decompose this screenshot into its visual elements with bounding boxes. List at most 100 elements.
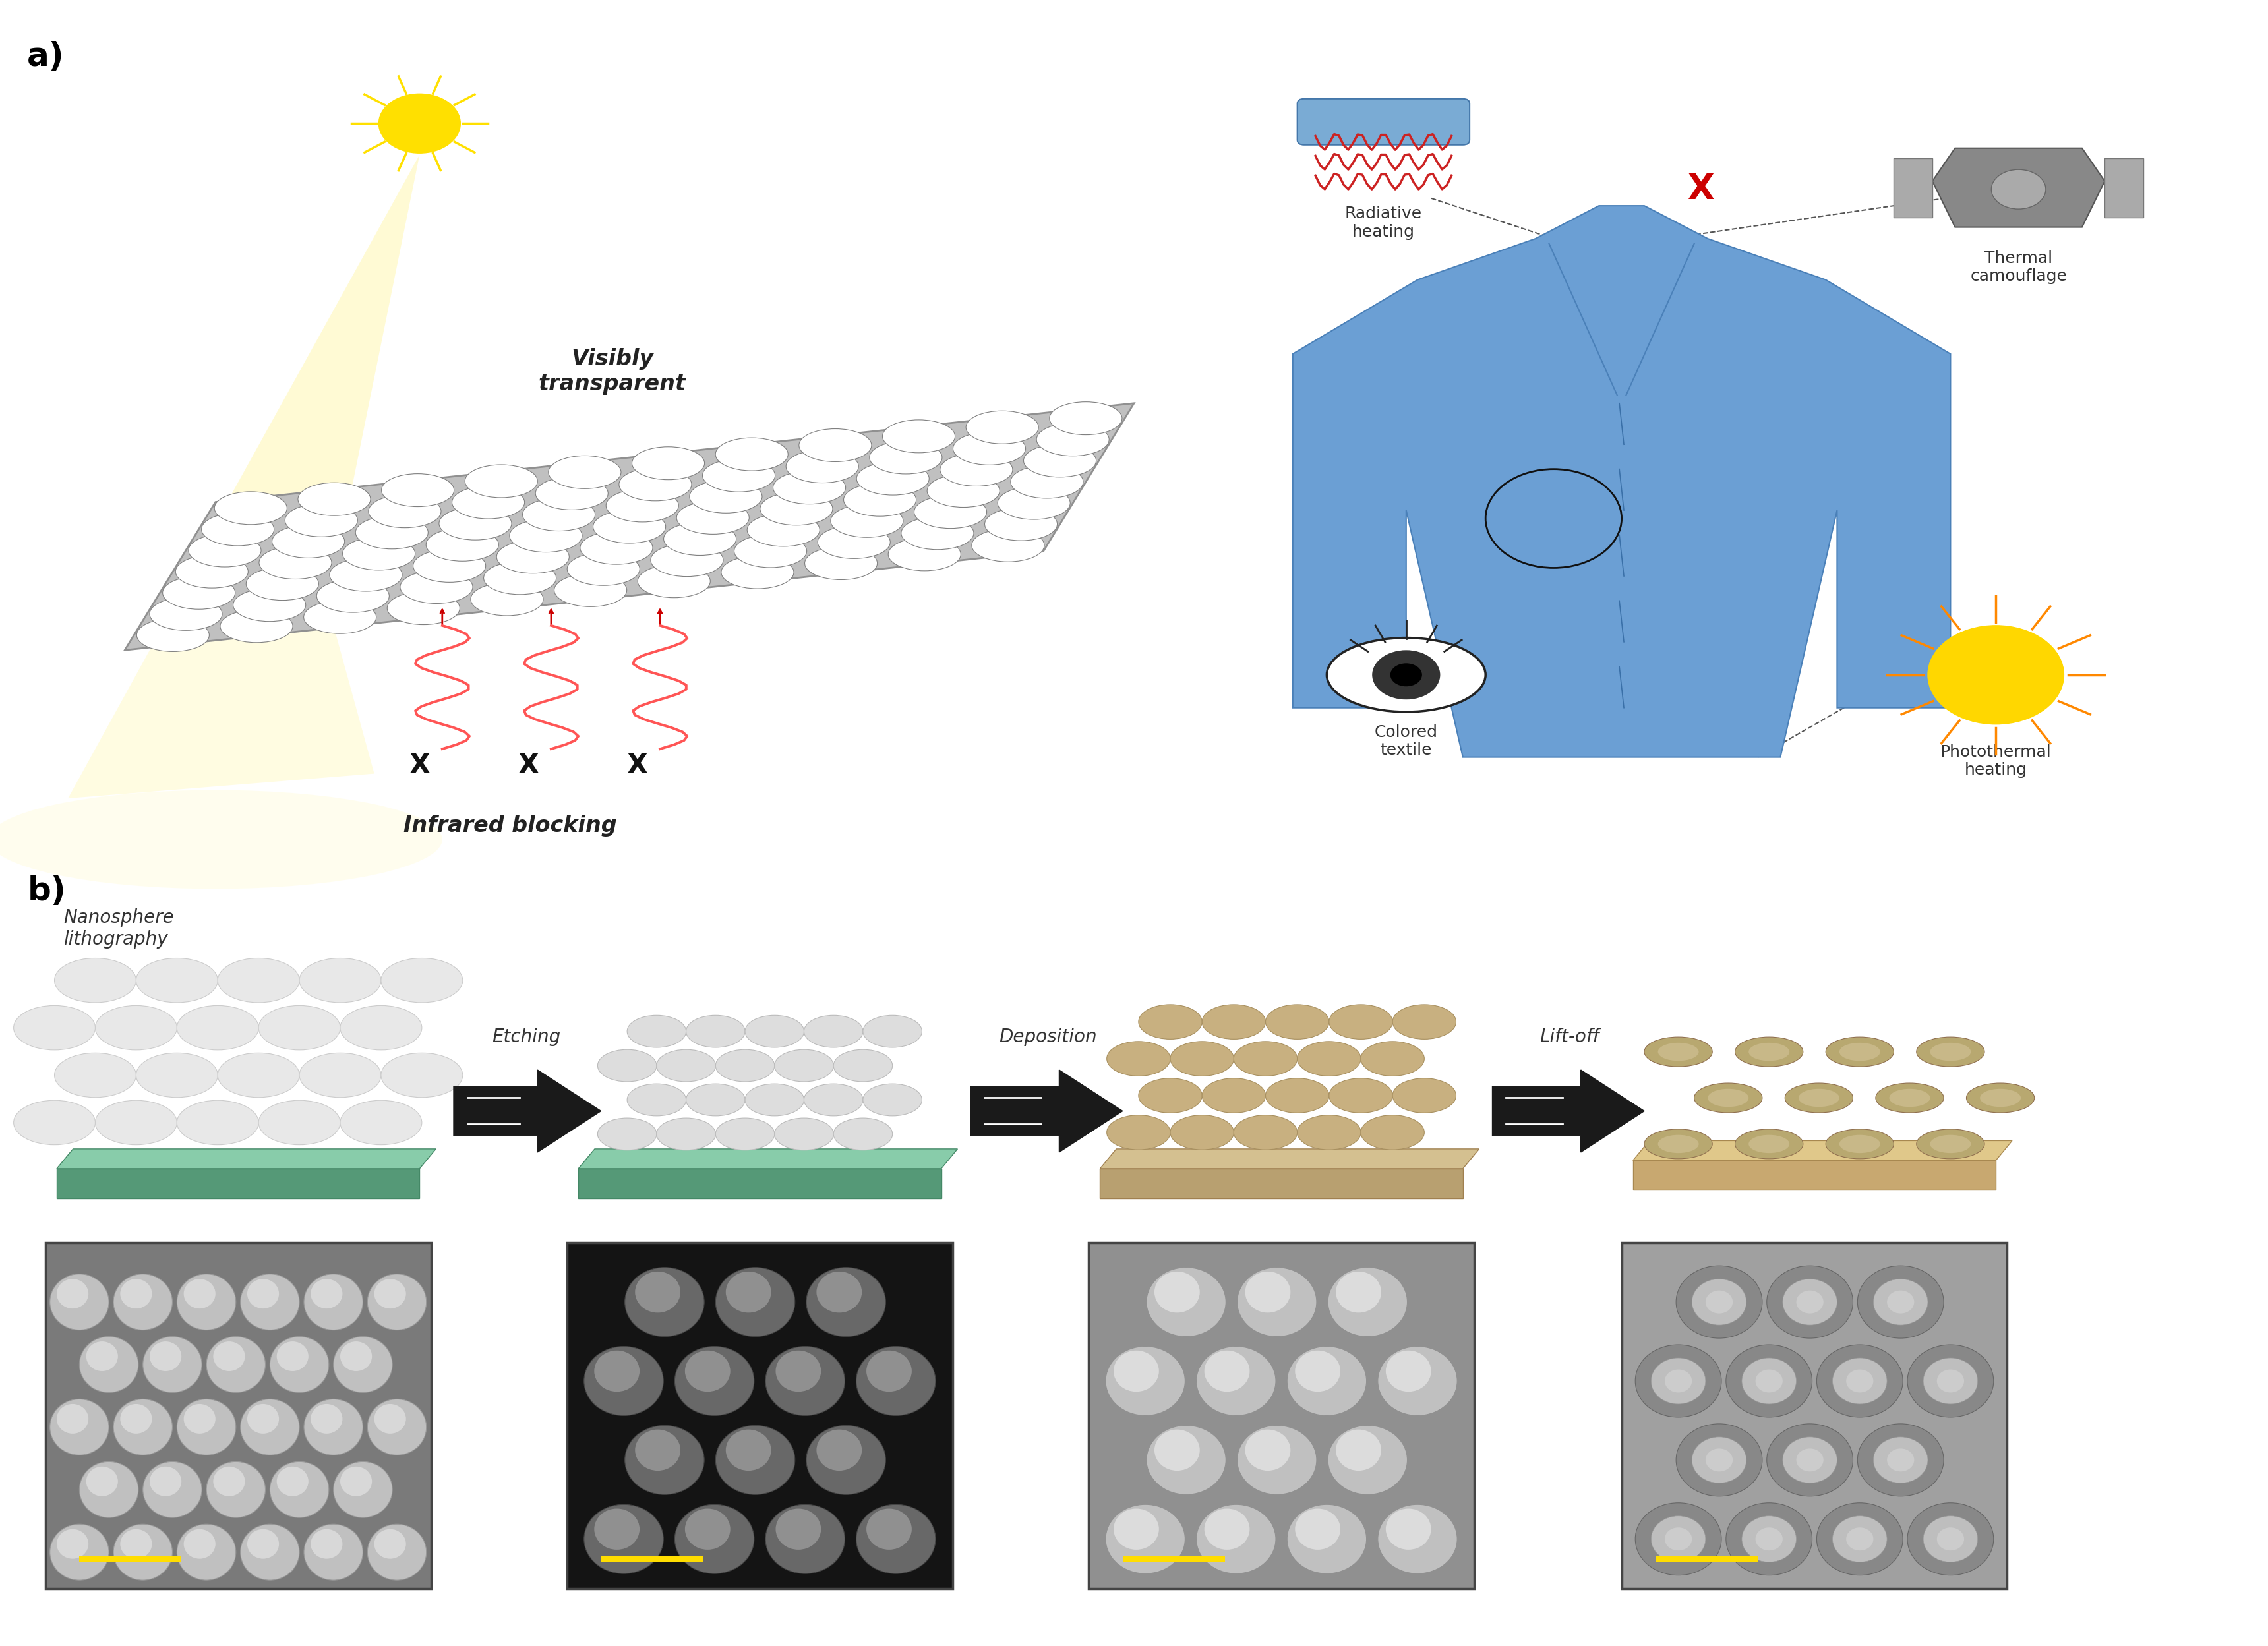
Ellipse shape bbox=[744, 1083, 803, 1116]
Text: X: X bbox=[408, 752, 431, 779]
Ellipse shape bbox=[594, 1350, 640, 1391]
Ellipse shape bbox=[807, 1425, 887, 1495]
Polygon shape bbox=[578, 1169, 941, 1198]
Ellipse shape bbox=[685, 1508, 730, 1551]
Ellipse shape bbox=[717, 1425, 794, 1495]
Ellipse shape bbox=[1377, 1504, 1456, 1574]
Ellipse shape bbox=[1644, 1129, 1712, 1159]
Text: Nanosphere
lithography: Nanosphere lithography bbox=[64, 909, 175, 948]
Ellipse shape bbox=[1767, 1266, 1853, 1338]
Ellipse shape bbox=[703, 459, 776, 492]
Ellipse shape bbox=[855, 1346, 934, 1416]
Ellipse shape bbox=[1336, 1429, 1381, 1472]
Ellipse shape bbox=[57, 1279, 88, 1309]
Ellipse shape bbox=[717, 1267, 794, 1337]
Ellipse shape bbox=[206, 1462, 265, 1518]
Ellipse shape bbox=[206, 1337, 265, 1393]
Ellipse shape bbox=[760, 492, 832, 525]
Ellipse shape bbox=[1826, 1129, 1894, 1159]
Text: Lift-off: Lift-off bbox=[1540, 1027, 1599, 1047]
Ellipse shape bbox=[626, 1083, 687, 1116]
Ellipse shape bbox=[311, 1279, 342, 1309]
Text: Radiative
heating: Radiative heating bbox=[1345, 206, 1422, 240]
Ellipse shape bbox=[1692, 1437, 1746, 1483]
Ellipse shape bbox=[658, 1050, 717, 1081]
Ellipse shape bbox=[50, 1274, 109, 1330]
Ellipse shape bbox=[79, 1462, 138, 1518]
Ellipse shape bbox=[277, 1467, 308, 1496]
Ellipse shape bbox=[14, 1100, 95, 1146]
Ellipse shape bbox=[510, 518, 583, 551]
Ellipse shape bbox=[773, 1050, 835, 1081]
Polygon shape bbox=[1932, 148, 2105, 227]
Ellipse shape bbox=[816, 1271, 862, 1314]
Ellipse shape bbox=[451, 486, 524, 518]
Text: Thermal
camouflage: Thermal camouflage bbox=[1971, 250, 2066, 285]
Ellipse shape bbox=[136, 958, 218, 1002]
Ellipse shape bbox=[247, 1404, 279, 1434]
Ellipse shape bbox=[866, 1350, 912, 1391]
Ellipse shape bbox=[177, 1100, 259, 1146]
Ellipse shape bbox=[626, 1425, 705, 1495]
Ellipse shape bbox=[1336, 1271, 1381, 1314]
Ellipse shape bbox=[381, 958, 463, 1002]
Ellipse shape bbox=[340, 1467, 372, 1496]
Ellipse shape bbox=[299, 958, 381, 1002]
Ellipse shape bbox=[1833, 1358, 1887, 1404]
Ellipse shape bbox=[1286, 1504, 1365, 1574]
Ellipse shape bbox=[1846, 1527, 1873, 1551]
Ellipse shape bbox=[633, 446, 705, 479]
Ellipse shape bbox=[113, 1524, 172, 1580]
Text: Deposition: Deposition bbox=[998, 1027, 1098, 1047]
FancyBboxPatch shape bbox=[1622, 1243, 2007, 1588]
Ellipse shape bbox=[1361, 1116, 1424, 1151]
Ellipse shape bbox=[304, 1399, 363, 1455]
Ellipse shape bbox=[297, 482, 370, 515]
Ellipse shape bbox=[54, 958, 136, 1002]
Ellipse shape bbox=[177, 1006, 259, 1050]
Ellipse shape bbox=[637, 565, 710, 597]
Polygon shape bbox=[1894, 158, 1932, 217]
Circle shape bbox=[1991, 170, 2046, 209]
Ellipse shape bbox=[184, 1529, 215, 1559]
Ellipse shape bbox=[1386, 1508, 1431, 1551]
Ellipse shape bbox=[311, 1404, 342, 1434]
Ellipse shape bbox=[1799, 1090, 1839, 1106]
Ellipse shape bbox=[1107, 1116, 1170, 1151]
Ellipse shape bbox=[367, 1274, 426, 1330]
Ellipse shape bbox=[374, 1529, 406, 1559]
Ellipse shape bbox=[50, 1399, 109, 1455]
Ellipse shape bbox=[746, 514, 819, 546]
Ellipse shape bbox=[95, 1006, 177, 1050]
Ellipse shape bbox=[717, 1050, 776, 1081]
Ellipse shape bbox=[1236, 1425, 1315, 1495]
Ellipse shape bbox=[399, 571, 472, 604]
Polygon shape bbox=[1633, 1160, 1996, 1190]
Ellipse shape bbox=[721, 556, 794, 589]
Polygon shape bbox=[2105, 158, 2143, 217]
Ellipse shape bbox=[1839, 1136, 1880, 1152]
Ellipse shape bbox=[1236, 1267, 1315, 1337]
Ellipse shape bbox=[340, 1100, 422, 1146]
Ellipse shape bbox=[767, 1346, 844, 1416]
Ellipse shape bbox=[472, 583, 544, 616]
Ellipse shape bbox=[606, 489, 678, 522]
Ellipse shape bbox=[866, 1508, 912, 1551]
Ellipse shape bbox=[567, 553, 640, 586]
Ellipse shape bbox=[202, 514, 274, 546]
Ellipse shape bbox=[1651, 1516, 1706, 1562]
Ellipse shape bbox=[1295, 1350, 1340, 1391]
Ellipse shape bbox=[113, 1399, 172, 1455]
Polygon shape bbox=[1293, 206, 1950, 757]
Ellipse shape bbox=[356, 517, 429, 550]
Ellipse shape bbox=[1327, 639, 1486, 711]
Ellipse shape bbox=[1916, 1129, 1984, 1159]
Ellipse shape bbox=[1749, 1136, 1789, 1152]
Ellipse shape bbox=[240, 1399, 299, 1455]
Ellipse shape bbox=[218, 958, 299, 1002]
Ellipse shape bbox=[1386, 1350, 1431, 1391]
Ellipse shape bbox=[247, 1279, 279, 1309]
Ellipse shape bbox=[150, 1467, 181, 1496]
Ellipse shape bbox=[304, 601, 376, 634]
Ellipse shape bbox=[819, 525, 891, 558]
